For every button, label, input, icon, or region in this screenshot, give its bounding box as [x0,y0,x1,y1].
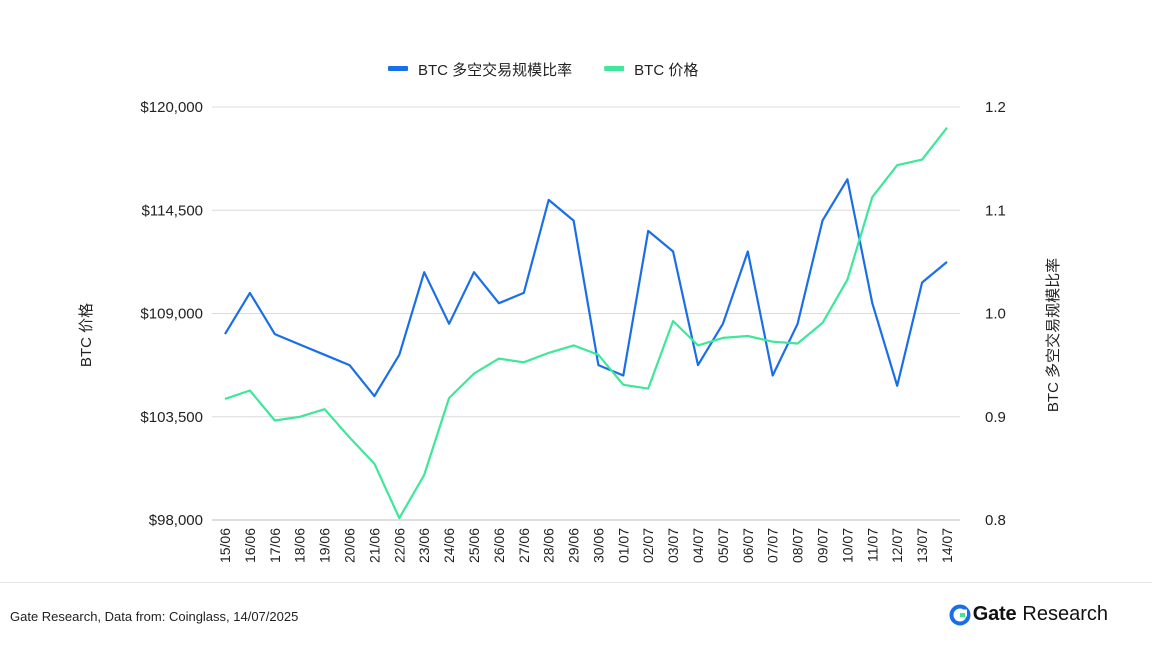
x-tick-label: 11/07 [864,528,880,562]
legend-swatch-1 [604,66,625,71]
y-axis-left: $98,000 $103,500 $109,000 $114,500 $120,000 [140,99,203,529]
x-tick-label: 02/07 [640,528,656,563]
x-tick-label: 25/06 [466,528,482,563]
y-axis-right: 0.8 0.9 1.0 1.1 1.2 [985,99,1006,529]
y-left-tick-label: $103,500 [140,409,203,426]
brand: Gate Research [949,603,1108,626]
series-line-1 [224,127,948,520]
x-tick-label: 06/07 [740,528,756,563]
source-note: Gate Research, Data from: Coinglass, 14/… [10,609,299,624]
legend: BTC 多空交易规模比率 BTC 价格 [388,61,698,79]
brand-name: Gate [972,603,1017,625]
y-right-tick-label: 1.1 [985,202,1006,219]
footer-divider [0,582,1152,583]
x-tick-label: 05/07 [715,528,731,563]
legend-label-0: BTC 多空交易规模比率 [418,61,572,79]
x-tick-label: 15/06 [217,528,233,563]
gate-logo-icon [949,604,971,625]
series-lines [224,127,948,520]
y-axis-right-title: BTC 多空交易规模比率 [1044,258,1062,412]
y-axis-left-title: BTC 价格 [78,303,95,367]
legend-label-1: BTC 价格 [634,62,698,79]
x-tick-label: 01/07 [615,528,631,563]
x-tick-label: 30/06 [590,528,606,563]
x-tick-label: 26/06 [491,528,507,563]
x-tick-label: 28/06 [541,528,557,563]
x-tick-label: 07/07 [765,528,781,563]
brand-sub: Research [1022,603,1108,625]
x-tick-label: 27/06 [516,528,532,563]
grid [212,106,960,521]
x-tick-label: 10/07 [839,528,855,563]
y-left-tick-label: $98,000 [149,512,203,529]
x-tick-label: 08/07 [790,528,806,563]
x-tick-label: 19/06 [317,528,333,563]
series-line-0 [224,178,948,398]
x-tick-label: 12/07 [889,528,905,563]
x-tick-label: 03/07 [665,528,681,563]
y-right-tick-label: 0.8 [985,512,1006,529]
y-left-tick-label: $109,000 [140,306,203,323]
y-left-tick-label: $114,500 [142,202,203,219]
x-tick-label: 18/06 [292,528,308,563]
x-tick-label: 21/06 [366,528,382,563]
x-tick-label: 24/06 [441,528,457,563]
x-tick-label: 13/07 [914,528,930,563]
chart: BTC 多空交易规模比率 BTC 价格 $98,000 $103,500 $109,0… [78,61,1062,563]
x-tick-label: 20/06 [341,528,357,563]
legend-swatch-0 [388,66,408,71]
x-axis: 15/06 16/06 17/06 18/06 19/06 20/06 21/06 22/06… [217,528,955,563]
x-tick-label: 14/07 [939,528,955,563]
x-tick-label: 09/07 [815,528,831,563]
x-tick-label: 22/06 [391,528,407,563]
x-tick-label: 17/06 [267,528,283,563]
y-right-tick-label: 0.9 [985,409,1006,426]
y-right-tick-label: 1.2 [985,99,1006,116]
y-left-tick-label: $120,000 [140,99,203,116]
x-tick-label: 16/06 [242,528,258,563]
x-tick-label: 29/06 [566,528,582,563]
y-right-tick-label: 1.0 [985,306,1006,323]
x-tick-label: 23/06 [416,528,432,563]
x-tick-label: 04/07 [690,528,706,563]
